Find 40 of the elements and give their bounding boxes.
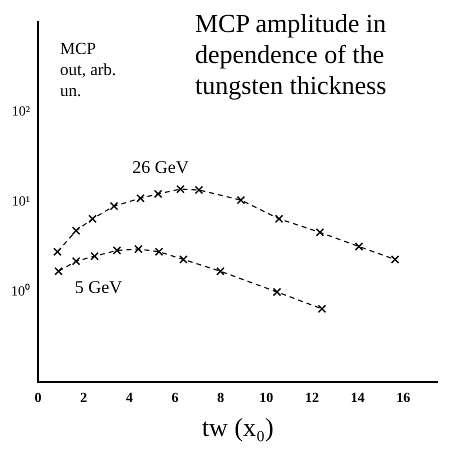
point bbox=[390, 255, 400, 264]
series-label: 5 GeV bbox=[74, 276, 122, 297]
point bbox=[194, 186, 204, 194]
point bbox=[72, 256, 80, 266]
point bbox=[216, 266, 225, 276]
point bbox=[176, 184, 185, 194]
x-tick-label: 16 bbox=[396, 391, 410, 406]
point bbox=[154, 190, 162, 198]
x-tick-label: 2 bbox=[80, 391, 88, 406]
x-tick-label: 14 bbox=[350, 391, 365, 406]
point bbox=[318, 304, 326, 314]
point bbox=[354, 242, 364, 251]
point bbox=[154, 247, 164, 256]
point bbox=[110, 202, 118, 210]
x-tick-label: 6 bbox=[171, 391, 178, 406]
x-tick-label: 12 bbox=[304, 391, 319, 406]
point bbox=[179, 255, 188, 264]
y-tick-label: 10⁰ bbox=[11, 284, 30, 300]
y-tick-label: 10¹ bbox=[12, 194, 30, 210]
y-axis-title: MCP out, arb. un. bbox=[60, 38, 118, 101]
point bbox=[236, 196, 246, 204]
point bbox=[53, 247, 62, 256]
point bbox=[90, 252, 99, 260]
y-tick-label: 10² bbox=[12, 104, 30, 120]
x-axis-title: tw (x₀) bbox=[202, 413, 274, 442]
x-tick-label: 10 bbox=[259, 391, 274, 406]
x-tick-label: 4 bbox=[126, 391, 133, 406]
point bbox=[72, 226, 80, 235]
text: MCP amplitude in dependence of the tungsten thickness bbox=[195, 8, 440, 101]
point bbox=[54, 266, 63, 276]
point bbox=[134, 244, 143, 254]
series-label: 26 GeV bbox=[132, 156, 189, 177]
point bbox=[136, 194, 145, 203]
x-tick-label: 0 bbox=[34, 391, 42, 406]
point bbox=[316, 228, 324, 237]
point bbox=[272, 288, 282, 296]
point bbox=[112, 246, 122, 255]
point bbox=[88, 214, 97, 224]
point bbox=[274, 214, 284, 224]
x-tick-label: 8 bbox=[217, 391, 224, 406]
